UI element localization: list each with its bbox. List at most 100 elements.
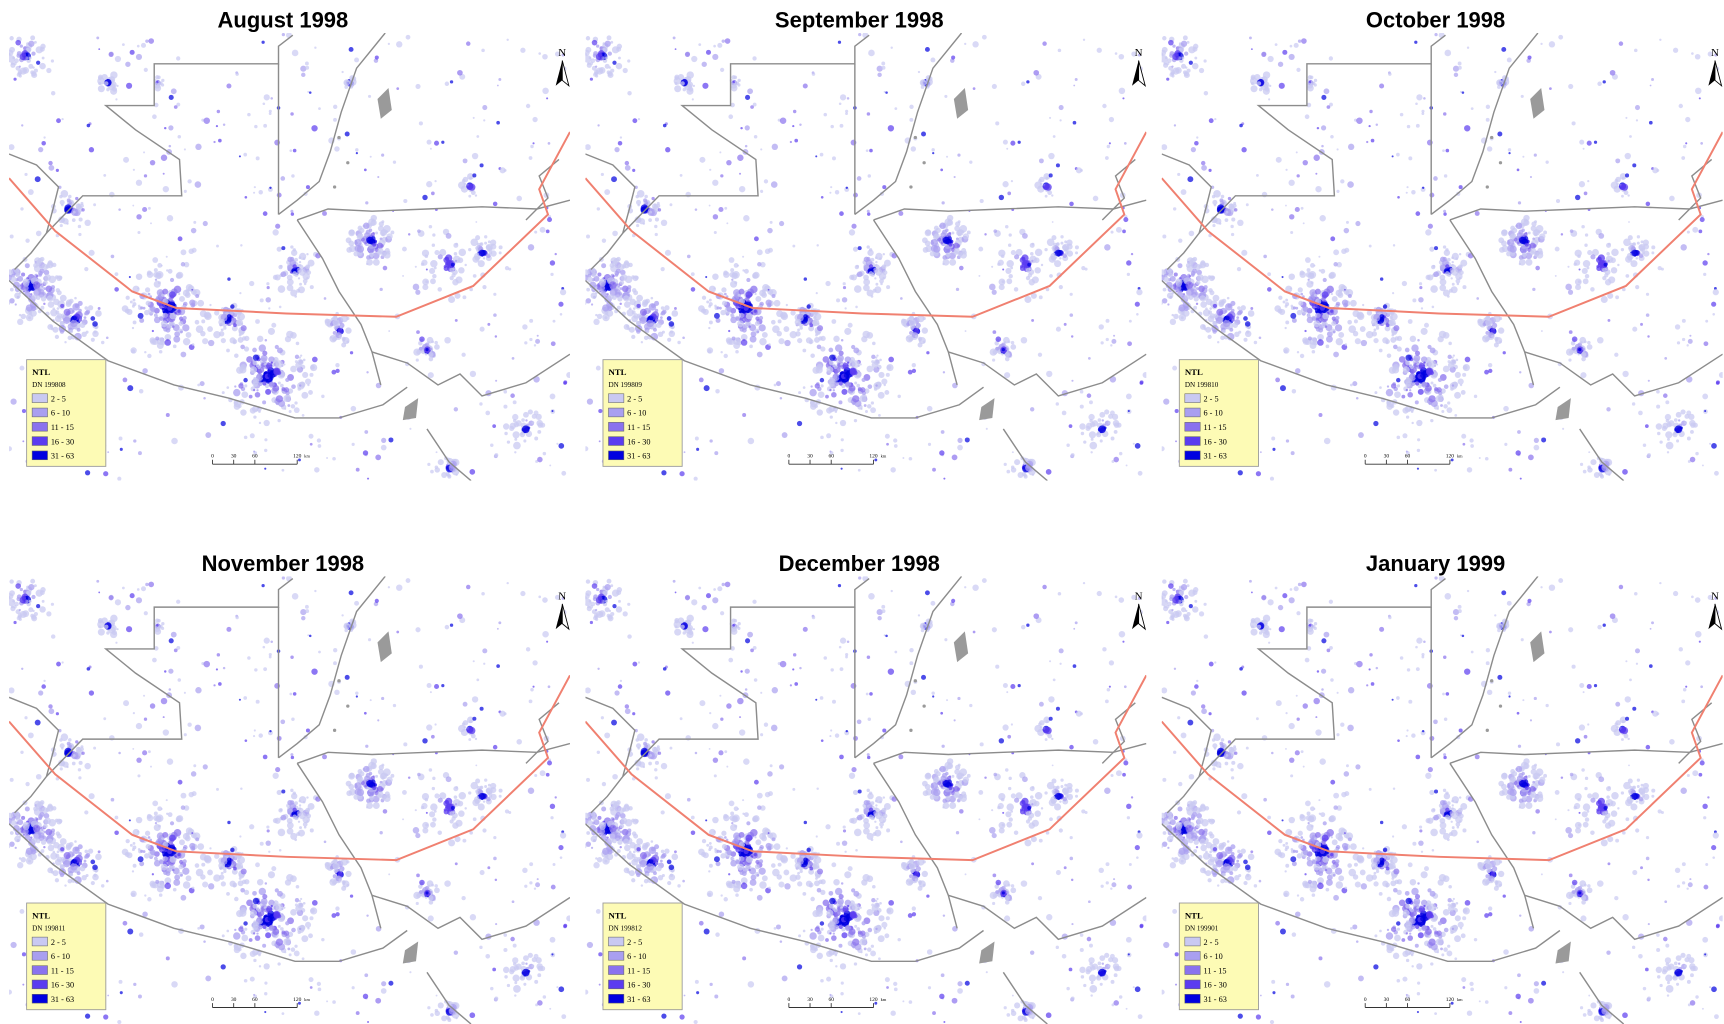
scale-label: 60	[828, 454, 834, 460]
legend-title: NTL	[32, 910, 50, 920]
scale-label: 120	[869, 997, 877, 1003]
scale-label: 30	[231, 997, 237, 1003]
legend-swatch	[31, 951, 48, 961]
legend-swatch	[1184, 994, 1201, 1004]
legend-label: 2 - 5	[1204, 938, 1219, 947]
scale-label: 0	[1364, 454, 1367, 460]
legend: NTL DN 199808 2 - 5 6 - 10 11 - 15 16 - 30 31 …	[26, 359, 107, 467]
panel-title: November 1998	[202, 551, 365, 576]
north-label: N	[1135, 47, 1143, 59]
legend-label: 11 - 15	[627, 966, 650, 975]
scale-label: 0	[211, 997, 214, 1003]
legend-title: NTL	[1185, 367, 1203, 377]
legend-swatch	[31, 450, 48, 461]
legend-swatch	[31, 393, 48, 403]
scale-unit: km	[881, 997, 887, 1002]
scale-unit: km	[304, 454, 310, 459]
panel-title: January 1999	[1366, 551, 1505, 576]
north-arrow	[1714, 603, 1723, 631]
legend: NTL DN 199811 2 - 5 6 - 10 11 - 15 16 - 30 31 …	[26, 902, 107, 1011]
scale-label: 30	[1384, 997, 1390, 1003]
scale-label: 60	[252, 997, 258, 1003]
legend: NTL DN 199809 2 - 5 6 - 10 11 - 15 16 - 30 31 …	[602, 359, 683, 467]
scale-unit: km	[1457, 997, 1463, 1002]
legend-label: 11 - 15	[1204, 423, 1227, 432]
map-panel: January 1999 N NTL DN 199901 2 - 5 6 - 10 11 -…	[1153, 551, 1724, 1024]
legend-box	[1178, 359, 1259, 467]
legend-swatch	[31, 994, 48, 1004]
legend-label: 16 - 30	[1204, 437, 1227, 446]
legend-label: 16 - 30	[51, 437, 74, 446]
north-arrow	[1132, 60, 1139, 86]
north-label: N	[558, 47, 566, 59]
north-arrow	[555, 60, 563, 86]
panel-title: August 1998	[218, 7, 349, 32]
legend-swatch	[608, 407, 625, 418]
legend-title: NTL	[1185, 910, 1203, 920]
scale-label: 30	[807, 454, 813, 460]
north-arrow	[555, 603, 563, 630]
legend-swatch	[608, 393, 625, 403]
legend: NTL DN 199901 2 - 5 6 - 10 11 - 15 16 - 30 31 …	[1178, 902, 1259, 1011]
legend-label: 2 - 5	[627, 394, 642, 403]
scale-label: 0	[787, 997, 790, 1003]
legend-swatch	[1184, 436, 1201, 446]
legend-subtitle: DN 199810	[1185, 381, 1219, 389]
north-arrow	[1138, 603, 1146, 631]
scale-label: 120	[293, 454, 301, 460]
north-label: N	[558, 590, 566, 602]
legend-title: NTL	[608, 367, 626, 377]
legend-swatch	[31, 965, 48, 975]
legend-label: 31 - 63	[627, 452, 650, 461]
north-arrow	[1138, 60, 1146, 88]
panel-title: October 1998	[1366, 7, 1505, 32]
north-arrow	[1708, 60, 1715, 86]
legend-subtitle: DN 199811	[32, 925, 66, 933]
scale-label: 120	[293, 997, 301, 1003]
legend-subtitle: DN 199812	[608, 925, 642, 933]
legend-label: 11 - 15	[627, 423, 650, 432]
legend-label: 16 - 30	[627, 981, 650, 990]
legend-label: 6 - 10	[627, 409, 646, 418]
legend-label: 31 - 63	[1204, 452, 1227, 461]
legend-label: 2 - 5	[51, 394, 66, 403]
legend-swatch	[31, 407, 48, 418]
legend-swatch	[1184, 407, 1201, 418]
scale-label: 120	[1446, 454, 1454, 460]
map-panel: December 1998 N NTL DN 199812 2 - 5 6 - 10 11 …	[576, 551, 1148, 1024]
legend: NTL DN 199812 2 - 5 6 - 10 11 - 15 16 - 30 31 …	[602, 902, 683, 1011]
legend-subtitle: DN 199901	[1185, 925, 1219, 933]
legend-label: 16 - 30	[51, 981, 74, 990]
panel-title: September 1998	[775, 7, 944, 32]
legend-label: 6 - 10	[51, 952, 70, 961]
map-panel: August 1998 N NTL DN 199808 2 - 5 6 - 10 11 - …	[0, 7, 572, 480]
legend-title: NTL	[32, 367, 50, 377]
scale-label: 120	[869, 454, 877, 460]
legend-swatch	[1184, 393, 1201, 403]
panel-title: December 1998	[779, 551, 940, 576]
legend-label: 31 - 63	[627, 995, 650, 1004]
legend-label: 16 - 30	[627, 437, 650, 446]
north-arrow	[561, 60, 570, 88]
scale-label: 120	[1446, 997, 1454, 1003]
north-arrow	[1708, 603, 1715, 630]
north-arrow	[1714, 60, 1723, 88]
legend-swatch	[608, 422, 625, 432]
scale-label: 30	[1384, 454, 1390, 460]
legend-swatch	[31, 422, 48, 432]
legend-label: 6 - 10	[1204, 952, 1223, 961]
legend: NTL DN 199810 2 - 5 6 - 10 11 - 15 16 - 30 31 …	[1178, 359, 1259, 467]
scale-label: 30	[807, 997, 813, 1003]
legend-swatch	[1184, 979, 1201, 990]
north-label: N	[1135, 590, 1143, 602]
map-panel: September 1998 N NTL DN 199809 2 - 5 6 - 10 11…	[576, 7, 1148, 480]
legend-label: 2 - 5	[51, 938, 66, 947]
scale-unit: km	[881, 454, 887, 459]
legend-swatch	[608, 450, 625, 461]
legend-swatch	[608, 951, 625, 961]
legend-swatch	[1184, 450, 1201, 461]
legend-label: 11 - 15	[51, 423, 74, 432]
legend-swatch	[608, 436, 625, 446]
legend-label: 31 - 63	[51, 452, 74, 461]
